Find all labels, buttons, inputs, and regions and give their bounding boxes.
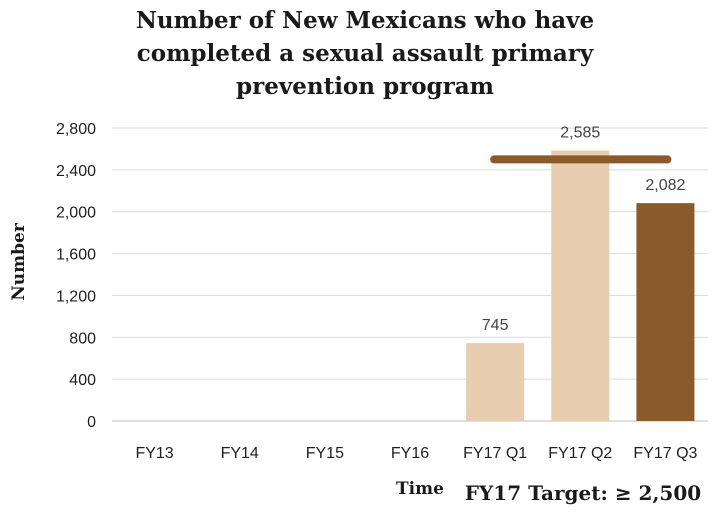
y-tick-label: 1,600 <box>56 247 96 264</box>
y-tick-label: 800 <box>69 330 96 347</box>
x-tick-label: FY17 Q3 <box>633 445 697 462</box>
x-tick-label: FY14 <box>221 445 259 462</box>
data-label: 745 <box>482 317 509 334</box>
bars <box>466 150 695 421</box>
x-tick-label: FY13 <box>135 445 173 462</box>
y-tick-label: 1,200 <box>56 288 96 305</box>
x-tick-label: FY15 <box>306 445 344 462</box>
y-tick-label: 0 <box>87 414 96 431</box>
chart-title-line: completed a sexual assault primary <box>137 40 594 67</box>
x-axis-ticks: FY13 FY14 FY15 FY16 FY17 Q1 FY17 Q2 FY17 Q3 <box>135 445 697 462</box>
bar <box>466 343 525 421</box>
bar <box>636 203 695 421</box>
y-tick-label: 2,400 <box>56 163 96 180</box>
x-axis-title: Time <box>396 479 444 499</box>
x-tick-label: FY17 Q1 <box>463 445 527 462</box>
chart-title-line: Number of New Mexicans who have <box>136 7 594 34</box>
x-tick-label: FY17 Q2 <box>548 445 612 462</box>
data-labels: 745 2,585 2,082 <box>482 124 686 334</box>
bar <box>551 150 610 421</box>
chart-title: Number of New Mexicans who have completed… <box>136 7 594 100</box>
y-axis-title: Number <box>9 222 29 301</box>
data-label: 2,082 <box>645 177 685 194</box>
y-tick-label: 400 <box>69 372 96 389</box>
x-tick-label: FY16 <box>391 445 429 462</box>
y-tick-label: 2,000 <box>56 205 96 222</box>
y-tick-label: 2,800 <box>56 121 96 138</box>
target-annotation: FY17 Target: ≥ 2,500 <box>465 481 701 505</box>
y-axis-ticks: 0 400 800 1,200 1,600 2,000 2,400 2,800 <box>56 121 96 431</box>
gridlines <box>112 127 708 422</box>
chart-title-line: prevention program <box>236 73 494 100</box>
data-label: 2,585 <box>560 124 600 141</box>
